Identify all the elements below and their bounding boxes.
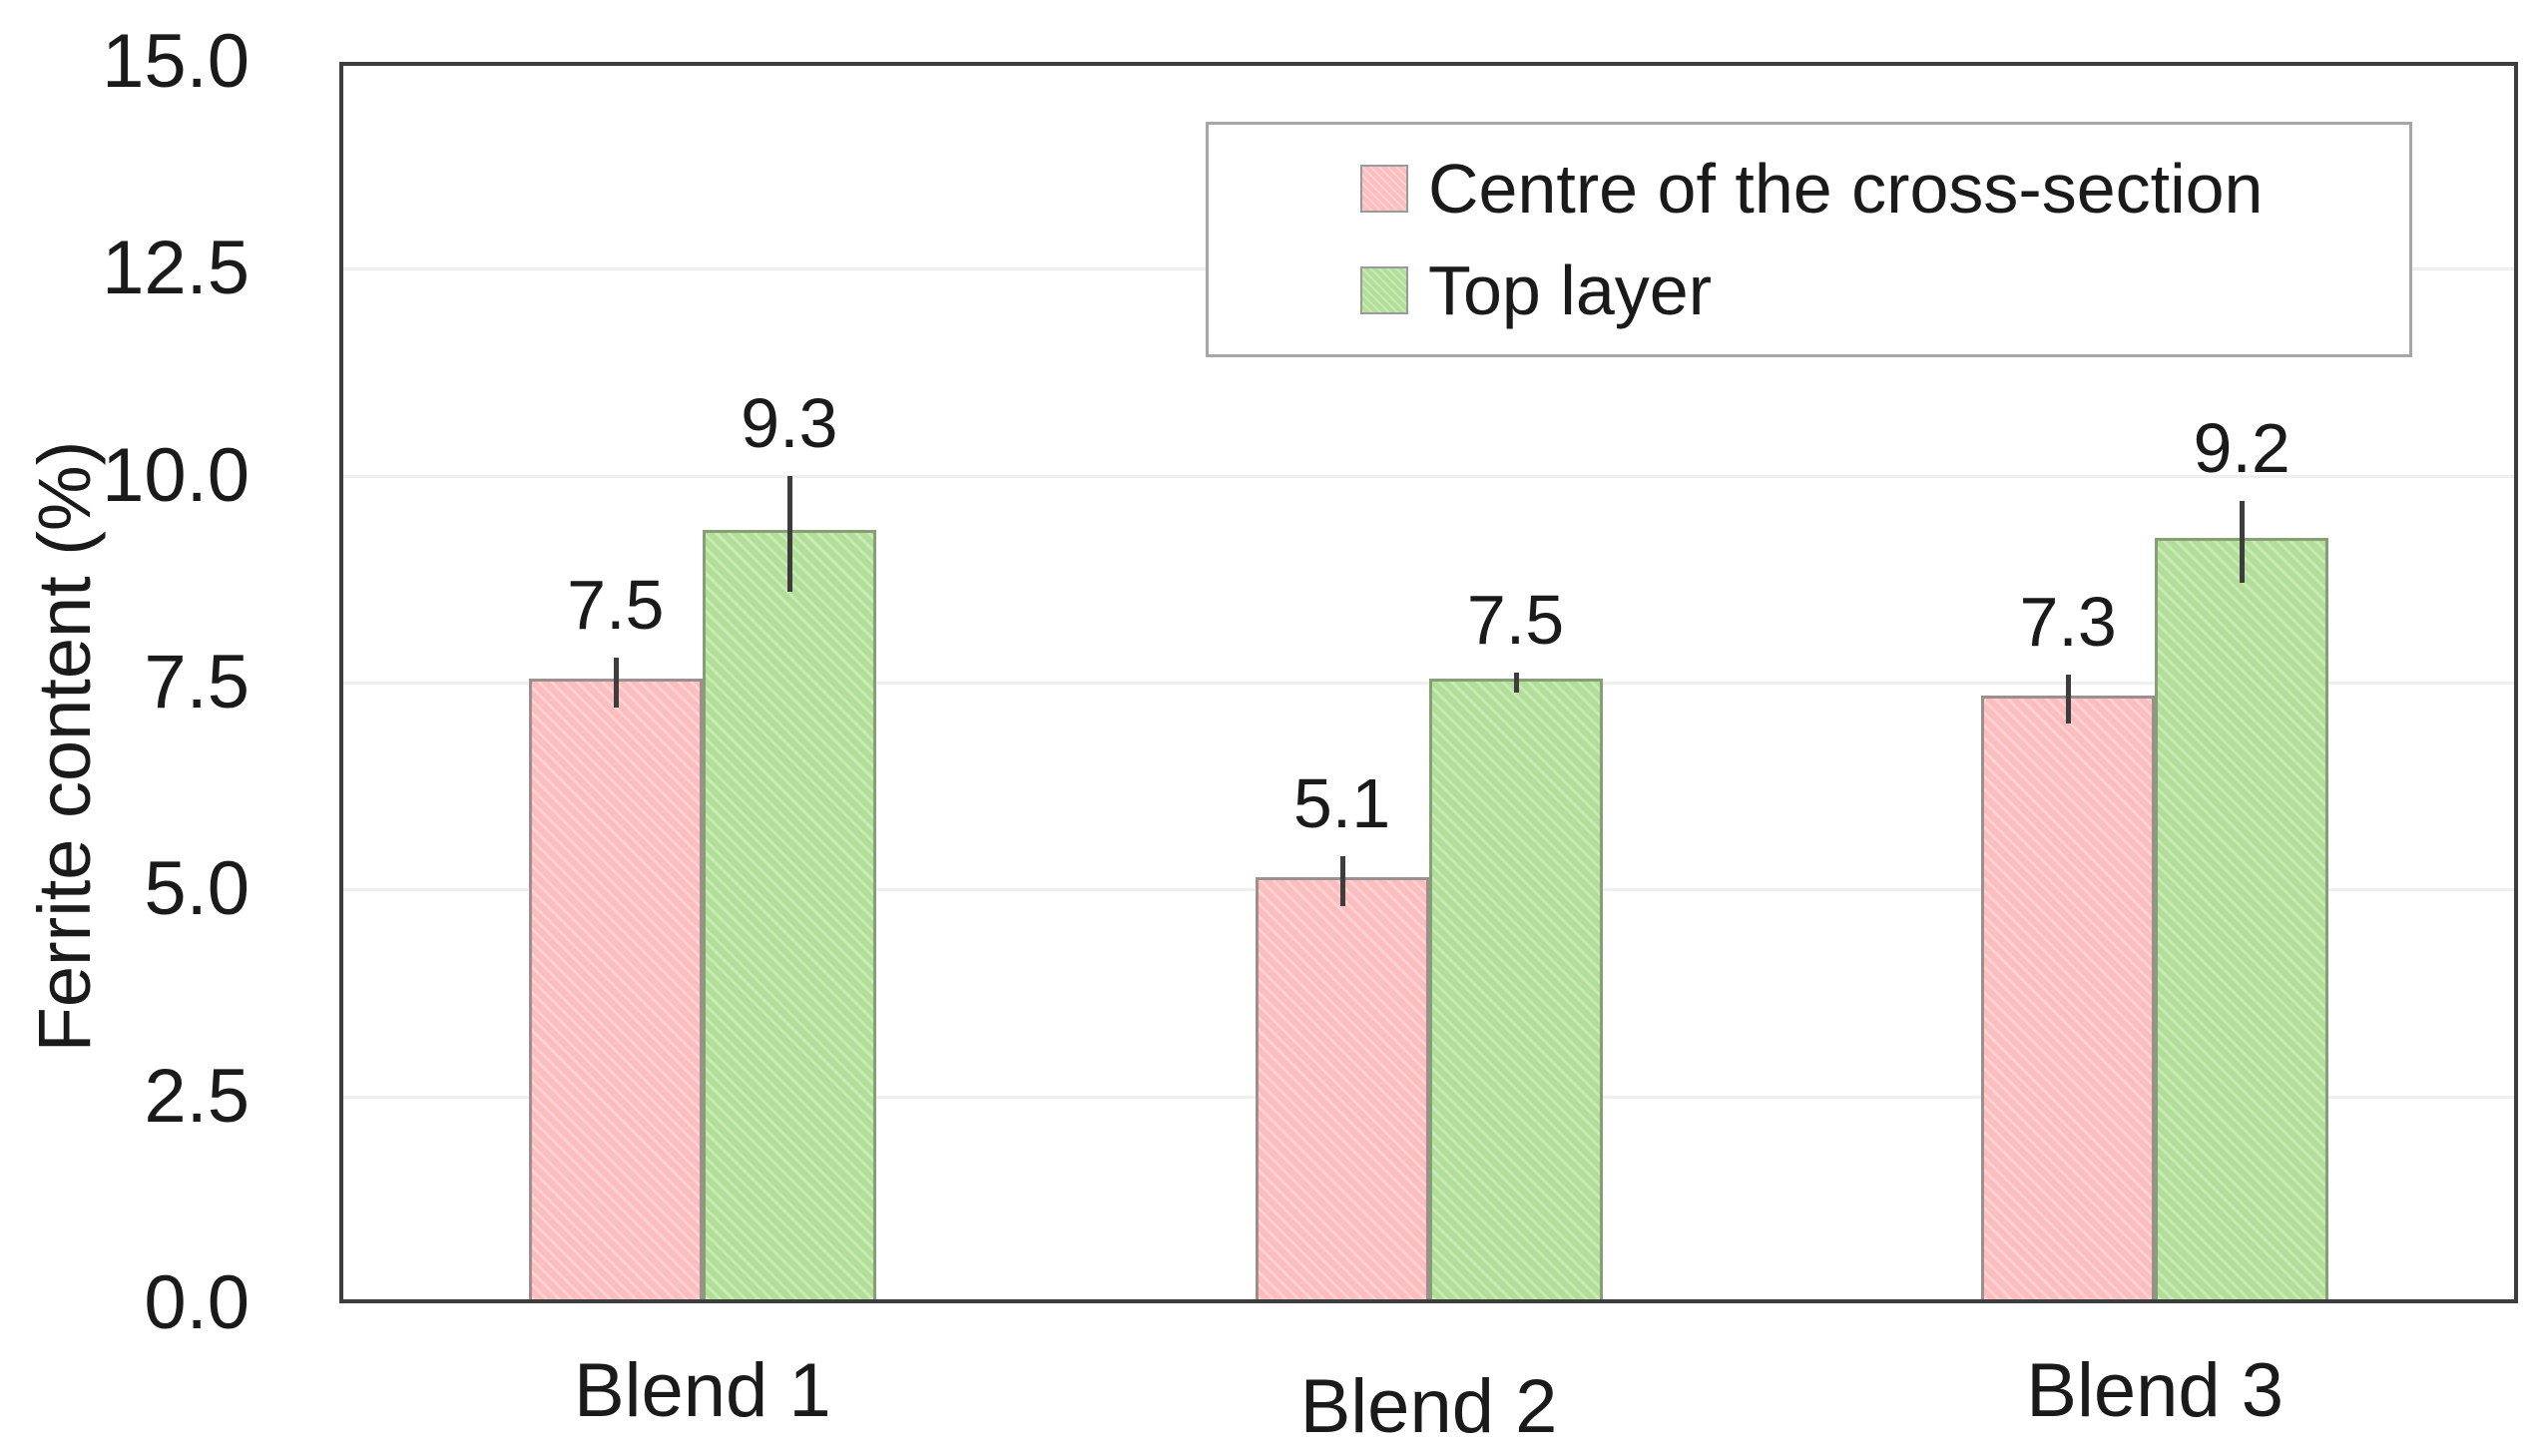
bar-centre-1 <box>528 679 703 1299</box>
legend-item-top-layer: Top layer <box>1360 253 2409 327</box>
y-tick-label: 15.0 <box>102 19 250 104</box>
data-label: 7.5 <box>1466 581 1565 660</box>
gridline <box>343 474 2514 478</box>
legend: Centre of the cross-section Top layer <box>1206 122 2412 357</box>
x-axis-label-1: Blend 1 <box>573 1348 831 1433</box>
y-tick-label: 12.5 <box>102 226 250 311</box>
y-tick-label: 5.0 <box>144 846 250 932</box>
legend-label-top-layer: Top layer <box>1428 250 1713 329</box>
data-label: 7.5 <box>567 566 665 645</box>
bar-top-layer-3 <box>2155 538 2329 1299</box>
error-bar <box>613 658 619 708</box>
data-label: 5.1 <box>1292 764 1391 843</box>
error-bar <box>1339 856 1345 906</box>
x-axis-label-3: Blend 3 <box>2026 1348 2285 1433</box>
error-bar <box>2066 674 2072 725</box>
legend-label-centre: Centre of the cross-section <box>1428 150 2264 229</box>
error-bar <box>1513 673 1519 693</box>
bar-top-layer-1 <box>702 529 876 1299</box>
bar-centre-3 <box>1981 695 2156 1299</box>
data-label: 7.3 <box>2019 582 2117 661</box>
bar-top-layer-2 <box>1428 679 1603 1299</box>
data-label: 9.3 <box>741 383 838 462</box>
error-bar <box>2240 500 2246 584</box>
data-label: 9.2 <box>2193 408 2290 487</box>
y-tick-label: 10.0 <box>102 432 250 518</box>
y-tick-label: 7.5 <box>144 640 250 725</box>
legend-item-centre: Centre of the cross-section <box>1360 152 2409 226</box>
error-bar <box>786 475 792 592</box>
legend-swatch-top-layer <box>1360 265 1408 314</box>
x-axis-label-2: Blend 2 <box>1299 1364 1558 1449</box>
legend-swatch-centre <box>1360 165 1408 214</box>
y-tick-label: 2.5 <box>144 1053 250 1139</box>
y-tick-label: 0.0 <box>144 1260 250 1345</box>
bar-centre-2 <box>1255 877 1429 1299</box>
